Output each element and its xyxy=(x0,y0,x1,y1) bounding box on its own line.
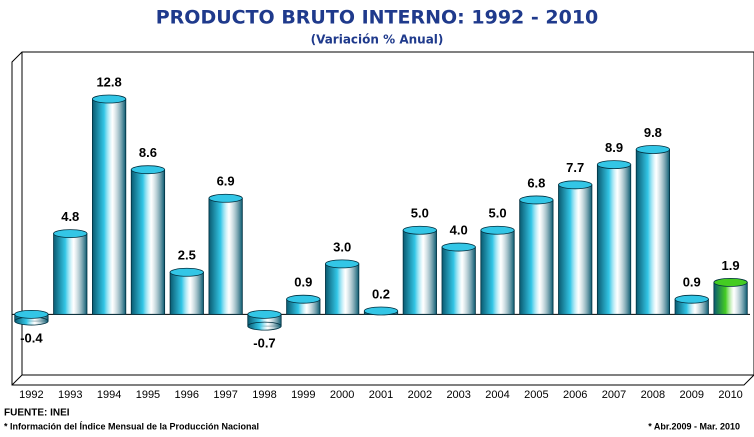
bar xyxy=(441,246,476,315)
value-label: 8.9 xyxy=(605,140,623,155)
value-label: 0.9 xyxy=(683,275,701,290)
x-tick-label: 1993 xyxy=(58,389,82,401)
x-tick-label: 1997 xyxy=(213,389,237,401)
x-tick-label: 2007 xyxy=(602,389,626,401)
bar xyxy=(519,199,554,315)
value-label: 0.2 xyxy=(372,286,390,301)
bar xyxy=(635,149,670,315)
value-label: 12.8 xyxy=(96,74,121,89)
value-label: 6.9 xyxy=(217,174,235,189)
bar-cap xyxy=(519,195,554,205)
bar-cap xyxy=(14,309,49,319)
value-label: 8.6 xyxy=(139,145,157,160)
bar xyxy=(558,184,593,315)
bar-cap xyxy=(402,225,437,235)
bar xyxy=(402,229,437,315)
bar xyxy=(53,233,88,315)
x-tick-label: 2000 xyxy=(330,389,354,401)
bar-cap xyxy=(130,165,166,175)
bar-cap xyxy=(441,242,476,252)
value-label: 3.0 xyxy=(333,239,351,254)
bar-cap xyxy=(53,229,88,238)
value-label: -0.4 xyxy=(20,331,43,346)
value-label: -0.7 xyxy=(253,336,275,351)
bar-cap xyxy=(674,294,709,304)
x-tick-label: 2001 xyxy=(369,389,393,401)
value-label: 2.5 xyxy=(178,248,196,263)
bar xyxy=(596,164,632,315)
note: * Abr.2009 - Mar. 2010 xyxy=(648,421,740,431)
bar xyxy=(713,281,748,315)
bar-cap xyxy=(596,160,632,170)
value-label: 4.0 xyxy=(450,222,468,237)
floor-corner xyxy=(11,374,23,386)
bar xyxy=(325,263,360,315)
x-tick-label: 1994 xyxy=(97,389,121,401)
bar-cap xyxy=(247,321,282,331)
bar xyxy=(92,98,127,315)
bar-cap xyxy=(286,294,321,304)
bar-cap xyxy=(363,306,399,316)
x-tick-label: 1992 xyxy=(19,389,43,401)
value-label: 5.0 xyxy=(488,206,506,221)
x-tick-label: 2006 xyxy=(563,389,587,401)
bar-cap xyxy=(713,277,748,287)
bar xyxy=(169,271,204,315)
value-label: 7.7 xyxy=(566,160,584,175)
value-label: 9.8 xyxy=(644,125,662,140)
value-label: 5.0 xyxy=(411,206,429,221)
bar xyxy=(130,169,166,315)
x-tick-label: 2004 xyxy=(485,389,509,401)
chart-subtitle: (Variación % Anual) xyxy=(311,33,444,47)
x-tick-label: 1996 xyxy=(175,389,199,401)
x-tick-label: 2002 xyxy=(408,389,432,401)
value-label: 1.9 xyxy=(722,258,740,273)
bar-cap xyxy=(558,180,593,190)
note: * Información del Índice Mensual de la P… xyxy=(4,421,259,431)
bar-cap xyxy=(92,94,127,104)
x-tick-label: 2008 xyxy=(641,389,665,401)
bar-cap xyxy=(208,193,243,203)
bar-cap xyxy=(169,267,204,277)
value-label: 4.8 xyxy=(61,209,79,224)
bar xyxy=(208,197,243,315)
x-tick-label: 1995 xyxy=(136,389,160,401)
value-label: 0.9 xyxy=(294,275,312,290)
bar-cap xyxy=(247,309,282,319)
x-tick-label: 2003 xyxy=(446,389,470,401)
bar xyxy=(480,229,515,315)
x-tick-label: 2010 xyxy=(718,389,742,401)
value-label: 6.8 xyxy=(527,175,545,190)
x-tick-label: 2005 xyxy=(524,389,548,401)
x-tick-label: 1999 xyxy=(291,389,315,401)
chart-title: PRODUCTO BRUTO INTERNO: 1992 - 2010 xyxy=(156,7,599,29)
bar-cap xyxy=(480,225,515,235)
x-tick-label: 1998 xyxy=(252,389,276,401)
bar-cap xyxy=(325,259,360,269)
bar-cap xyxy=(635,145,670,154)
x-tick-label: 2009 xyxy=(679,389,703,401)
source: FUENTE: INEI xyxy=(4,408,70,419)
